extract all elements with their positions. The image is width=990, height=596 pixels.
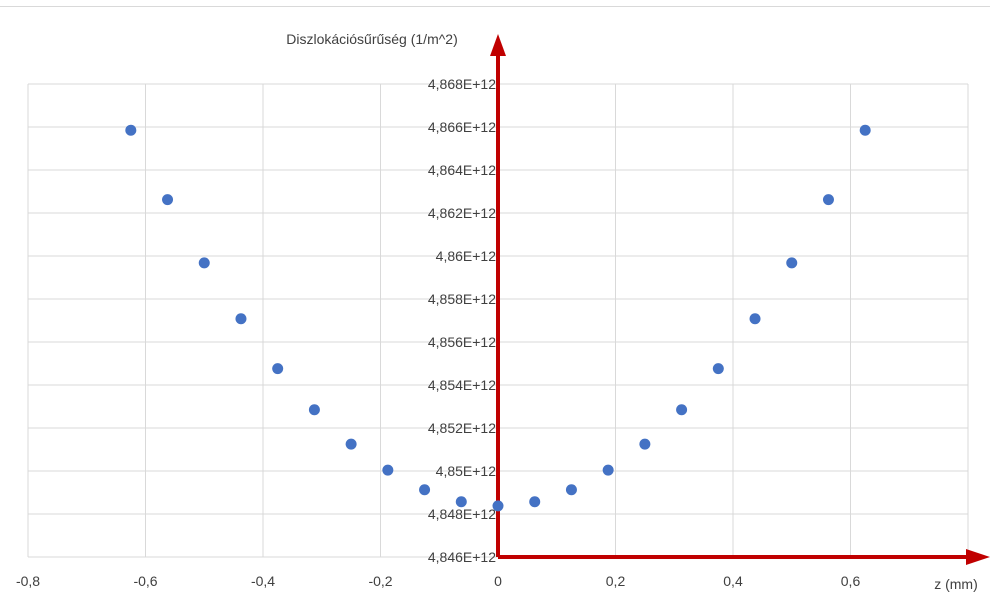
data-point (492, 500, 504, 512)
y-axis-arrowhead (490, 34, 506, 56)
y-tick-label: 4,864E+12 (428, 162, 496, 178)
x-axis-arrowhead (966, 549, 990, 565)
data-point (639, 438, 651, 450)
grid-layer (27, 83, 969, 558)
y-tick-label: 4,852E+12 (428, 420, 496, 436)
data-point (529, 496, 541, 508)
data-point (125, 124, 137, 136)
data-point (198, 257, 210, 269)
data-point (345, 438, 357, 450)
data-point (822, 194, 834, 206)
y-tick-label: 4,862E+12 (428, 205, 496, 221)
x-tick-label: 0 (494, 573, 502, 589)
x-tick-label: 0,4 (723, 573, 743, 589)
axis-arrows (490, 34, 990, 565)
y-tick-label: 4,854E+12 (428, 377, 496, 393)
data-point (565, 484, 577, 496)
data-point (749, 313, 761, 325)
x-tick-labels: -0,8 -0,6 -0,4 -0,2 0 0,2 0,4 0,6 (16, 573, 861, 589)
y-tick-label: 4,868E+12 (428, 76, 496, 92)
data-point (676, 404, 688, 416)
x-tick-label: -0,4 (251, 573, 275, 589)
x-tick-label: -0,6 (133, 573, 157, 589)
data-point (162, 194, 174, 206)
top-rule (0, 6, 990, 7)
y-tick-label: 4,856E+12 (428, 334, 496, 350)
data-point (419, 484, 431, 496)
y-tick-label: 4,858E+12 (428, 291, 496, 307)
data-point (235, 313, 247, 325)
data-points (125, 124, 871, 512)
data-point (786, 257, 798, 269)
y-tick-label: 4,86E+12 (436, 248, 497, 264)
x-axis-title: z (mm) (934, 576, 978, 592)
data-point (602, 464, 614, 476)
data-point (712, 363, 724, 375)
data-point (455, 496, 467, 508)
x-tick-label: -0,8 (16, 573, 40, 589)
x-tick-label: 0,6 (841, 573, 861, 589)
y-tick-label: 4,848E+12 (428, 506, 496, 522)
x-tick-label: -0,2 (368, 573, 392, 589)
x-tick-label: 0,2 (606, 573, 626, 589)
data-point (308, 404, 320, 416)
data-point (859, 124, 871, 136)
data-point (272, 363, 284, 375)
data-point (382, 464, 394, 476)
y-tick-labels: 4,846E+12 4,848E+12 4,85E+12 4,852E+12 4,854… (428, 76, 496, 565)
y-tick-label: 4,85E+12 (436, 463, 497, 479)
y-tick-label: 4,846E+12 (428, 549, 496, 565)
y-tick-label: 4,866E+12 (428, 119, 496, 135)
y-axis-title: Diszlokációsűrűség (1/m^2) (286, 31, 458, 47)
